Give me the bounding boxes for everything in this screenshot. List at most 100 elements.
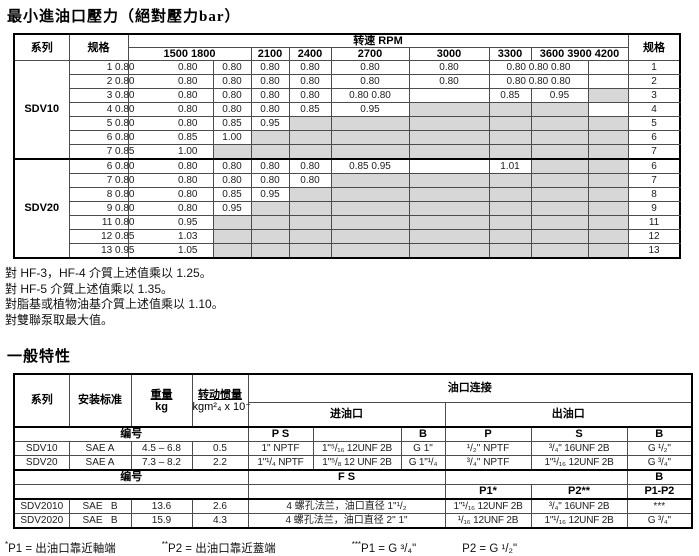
spec-value-cell: 11 0.80 <box>68 215 135 230</box>
spec-value-cell: 4 0.80 <box>68 102 135 117</box>
shaded-cell <box>212 229 252 244</box>
spec-value-cell: 2 0.80 <box>68 74 135 89</box>
pressure-value-cell: 0.80 <box>250 60 290 75</box>
footnote-segment: *P1 = 出油口靠近軸端 <box>5 540 116 555</box>
spec-header-right: 规格 <box>627 33 681 61</box>
shaded-cell <box>530 187 589 202</box>
spec-data-cell: SAE B <box>68 498 132 514</box>
pressure-value-cell: 0.80 <box>212 173 252 188</box>
shaded-cell <box>488 201 532 216</box>
pressure-value-cell: 0.80 <box>127 201 214 216</box>
spec-data-cell: ³/₄" 16UNF 2B <box>530 441 628 456</box>
spec-value-cell: 7 0.80 <box>68 173 135 188</box>
shaded-cell <box>250 201 290 216</box>
pressure-value-cell: 0.85 <box>212 116 252 131</box>
shaded-cell <box>250 144 290 160</box>
pressure-value-cell: 0.80 <box>408 74 490 89</box>
general-characteristics-table: 系列 安装标准 重量 kg 转动惯量 kgm²₄ x 10⁻ 油口连接 进油口 … <box>13 373 694 529</box>
pressure-value-cell <box>587 60 629 75</box>
shaded-cell <box>488 102 532 117</box>
shaded-cell <box>250 130 290 145</box>
shaded-cell <box>330 130 410 145</box>
shaded-cell <box>408 102 490 117</box>
spec-data-cell: 1"¹/₄ NPTF <box>247 455 314 471</box>
pressure-value-cell: 0.80 <box>212 102 252 117</box>
general-characteristics-title: 一般特性 <box>7 349 72 365</box>
footnote-segment: ***P1 = G ³/₄" <box>351 540 417 555</box>
shaded-cell <box>530 243 589 259</box>
pressure-value-cell: 0.80 <box>127 158 214 174</box>
spec-data-cell: 4.3 <box>191 513 249 529</box>
note-line: 對 HF-5 介質上述值乘以 1.35。 <box>5 281 174 296</box>
pressure-value-cell: 0.85 <box>127 130 214 145</box>
shaded-cell <box>530 144 589 160</box>
shaded-cell <box>288 144 332 160</box>
spec-data-cell: 1"¹/₁₆ 12UNF 2B <box>444 498 532 514</box>
spec-data-cell: 1"¹/₁₆ 12UNF 2B <box>530 455 628 471</box>
shaded-cell <box>530 130 589 145</box>
spec-data-cell: SDV20 <box>13 455 70 471</box>
spec-data-cell: 1"⁵/₈ 12 UNF 2B <box>312 455 402 471</box>
pressure-value-cell <box>408 158 490 174</box>
shaded-cell <box>530 201 589 216</box>
spec-data-cell: G 1" <box>400 441 446 456</box>
inertia-header: 转动惯量 kgm²₄ x 10⁻ <box>191 373 251 428</box>
pressure-value-cell: 1.00 <box>127 144 214 160</box>
pressure-value-cell: 0.80 <box>288 74 332 89</box>
spec-number-right: 9 <box>627 201 681 216</box>
spec-data-cell: 0.5 <box>191 441 249 456</box>
spec-data-cell: 2.6 <box>191 498 249 514</box>
shaded-cell <box>530 229 589 244</box>
shaded-cell <box>250 229 290 244</box>
pressure-value-cell: 0.80 <box>250 74 290 89</box>
spec-number-right: 6 <box>627 130 681 145</box>
pressure-value-cell: 0.80 <box>127 116 214 131</box>
spec-data-cell: 1"¹/₁₆ 12UNF 2B <box>530 513 628 529</box>
shaded-cell <box>408 130 490 145</box>
shaded-cell <box>488 243 532 259</box>
outlet-port-header: 出油口 <box>444 401 693 428</box>
spec-data-cell: G ³/₄" <box>626 513 693 529</box>
pressure-value-cell: 0.80 <box>127 88 214 103</box>
pressure-value-cell: 0.80 0.80 <box>330 88 410 103</box>
pressure-value-cell: 0.95 <box>127 215 214 230</box>
spec-data-cell: SDV2020 <box>13 513 70 529</box>
pressure-value-cell: 0.85 <box>212 187 252 202</box>
pressure-value-cell: 0.80 0.80 0.80 <box>488 74 589 89</box>
pressure-value-cell: 0.80 <box>212 74 252 89</box>
rpm-col-header: 2400 <box>288 47 332 61</box>
pressure-value-cell: 0.95 <box>530 88 589 103</box>
spec-data-cell: *** <box>626 498 693 514</box>
spec-data-cell: ¹/₁₆ 12UNF 2B <box>444 513 532 529</box>
shaded-cell <box>288 187 332 202</box>
shaded-cell <box>488 187 532 202</box>
shaded-cell <box>408 116 490 131</box>
pressure-value-cell: 0.80 <box>250 173 290 188</box>
pressure-value-cell: 0.80 <box>330 60 410 75</box>
shaded-cell <box>587 158 629 174</box>
spec-data-cell: 4.5 – 6.8 <box>130 441 193 456</box>
shaded-cell <box>330 243 410 259</box>
pressure-value-cell: 0.80 <box>127 187 214 202</box>
spec-data-cell: 7.3 – 8.2 <box>130 455 193 471</box>
column-subheader-cell: 编号 <box>13 426 249 442</box>
shaded-cell <box>330 173 410 188</box>
spec-number-right: 13 <box>627 243 681 259</box>
spec-value-cell: 6 0.80 <box>68 130 135 145</box>
shaded-cell <box>530 116 589 131</box>
pressure-value-cell: 0.80 <box>288 173 332 188</box>
spec-data-cell: ³/₄" 16UNF 2B <box>530 498 628 514</box>
note-line: 對脂基或植物油基介質上述值乘以 1.10。 <box>5 297 224 311</box>
pressure-notes: 對 HF-3，HF-4 介質上述值乘以 1.25。對 HF-5 介質上述值乘以 … <box>5 266 699 328</box>
pressure-value-cell: 0.80 <box>250 88 290 103</box>
spec-data-cell: 1"⁵/₁₆ 12UNF 2B <box>312 441 402 456</box>
footnote-segment: P2 = G ¹/₂" <box>462 543 518 555</box>
pressure-value-cell: 0.95 <box>250 187 290 202</box>
shaded-cell <box>250 243 290 259</box>
shaded-cell <box>212 215 252 230</box>
spec-data-cell: SDV2010 <box>13 498 70 514</box>
pressure-value-cell: 0.95 <box>250 116 290 131</box>
pressure-value-cell <box>408 88 490 103</box>
column-subheader-cell: B <box>626 469 693 485</box>
